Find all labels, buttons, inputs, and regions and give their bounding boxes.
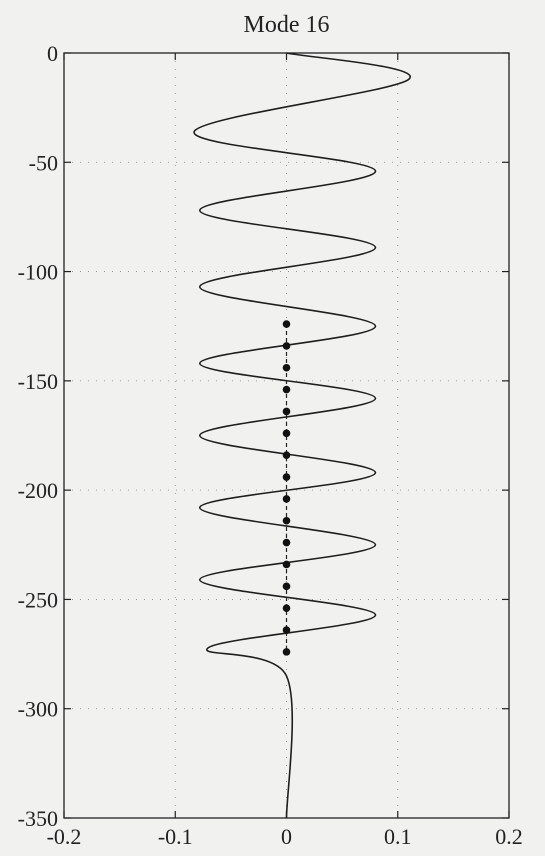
y-tick-label: -300 [18,697,58,722]
y-tick-labels: 0 -50 -100 -150 -200 -250 -300 -350 [18,41,58,831]
y-tick-label: -100 [18,260,58,285]
mode-curve [193,52,411,819]
x-tick-labels: -0.2 -0.1 0 0.1 0.2 [47,824,523,849]
y-tick-label: -350 [18,806,58,831]
sample-point [282,538,291,547]
x-tick-label: 0 [281,824,292,849]
y-tick-label: -250 [18,587,58,612]
sample-point [282,407,291,416]
y-tick-label: 0 [47,41,58,66]
sample-point [282,385,291,394]
y-tick-label: -200 [18,478,58,503]
axis-ticks [63,52,510,819]
sample-point [282,626,291,634]
chart-title: Mode 16 [244,12,330,38]
sample-point [282,363,291,372]
sample-point [282,516,291,525]
sample-point [282,473,291,481]
y-tick-label: -50 [29,150,58,175]
sample-point [282,342,291,350]
x-tick-label: 0.1 [384,824,412,849]
sample-point [282,648,291,656]
sample-point [282,560,291,569]
sample-point [282,582,291,591]
sample-point [282,495,291,503]
sample-point [282,429,291,438]
sample-point [282,320,291,328]
sample-point [282,604,291,612]
x-tick-label: -0.2 [47,824,82,849]
sample-points [282,320,291,656]
x-tick-label: -0.1 [158,824,193,849]
sample-point [282,451,291,459]
y-tick-label: -150 [18,369,58,394]
x-tick-label: 0.2 [495,824,523,849]
